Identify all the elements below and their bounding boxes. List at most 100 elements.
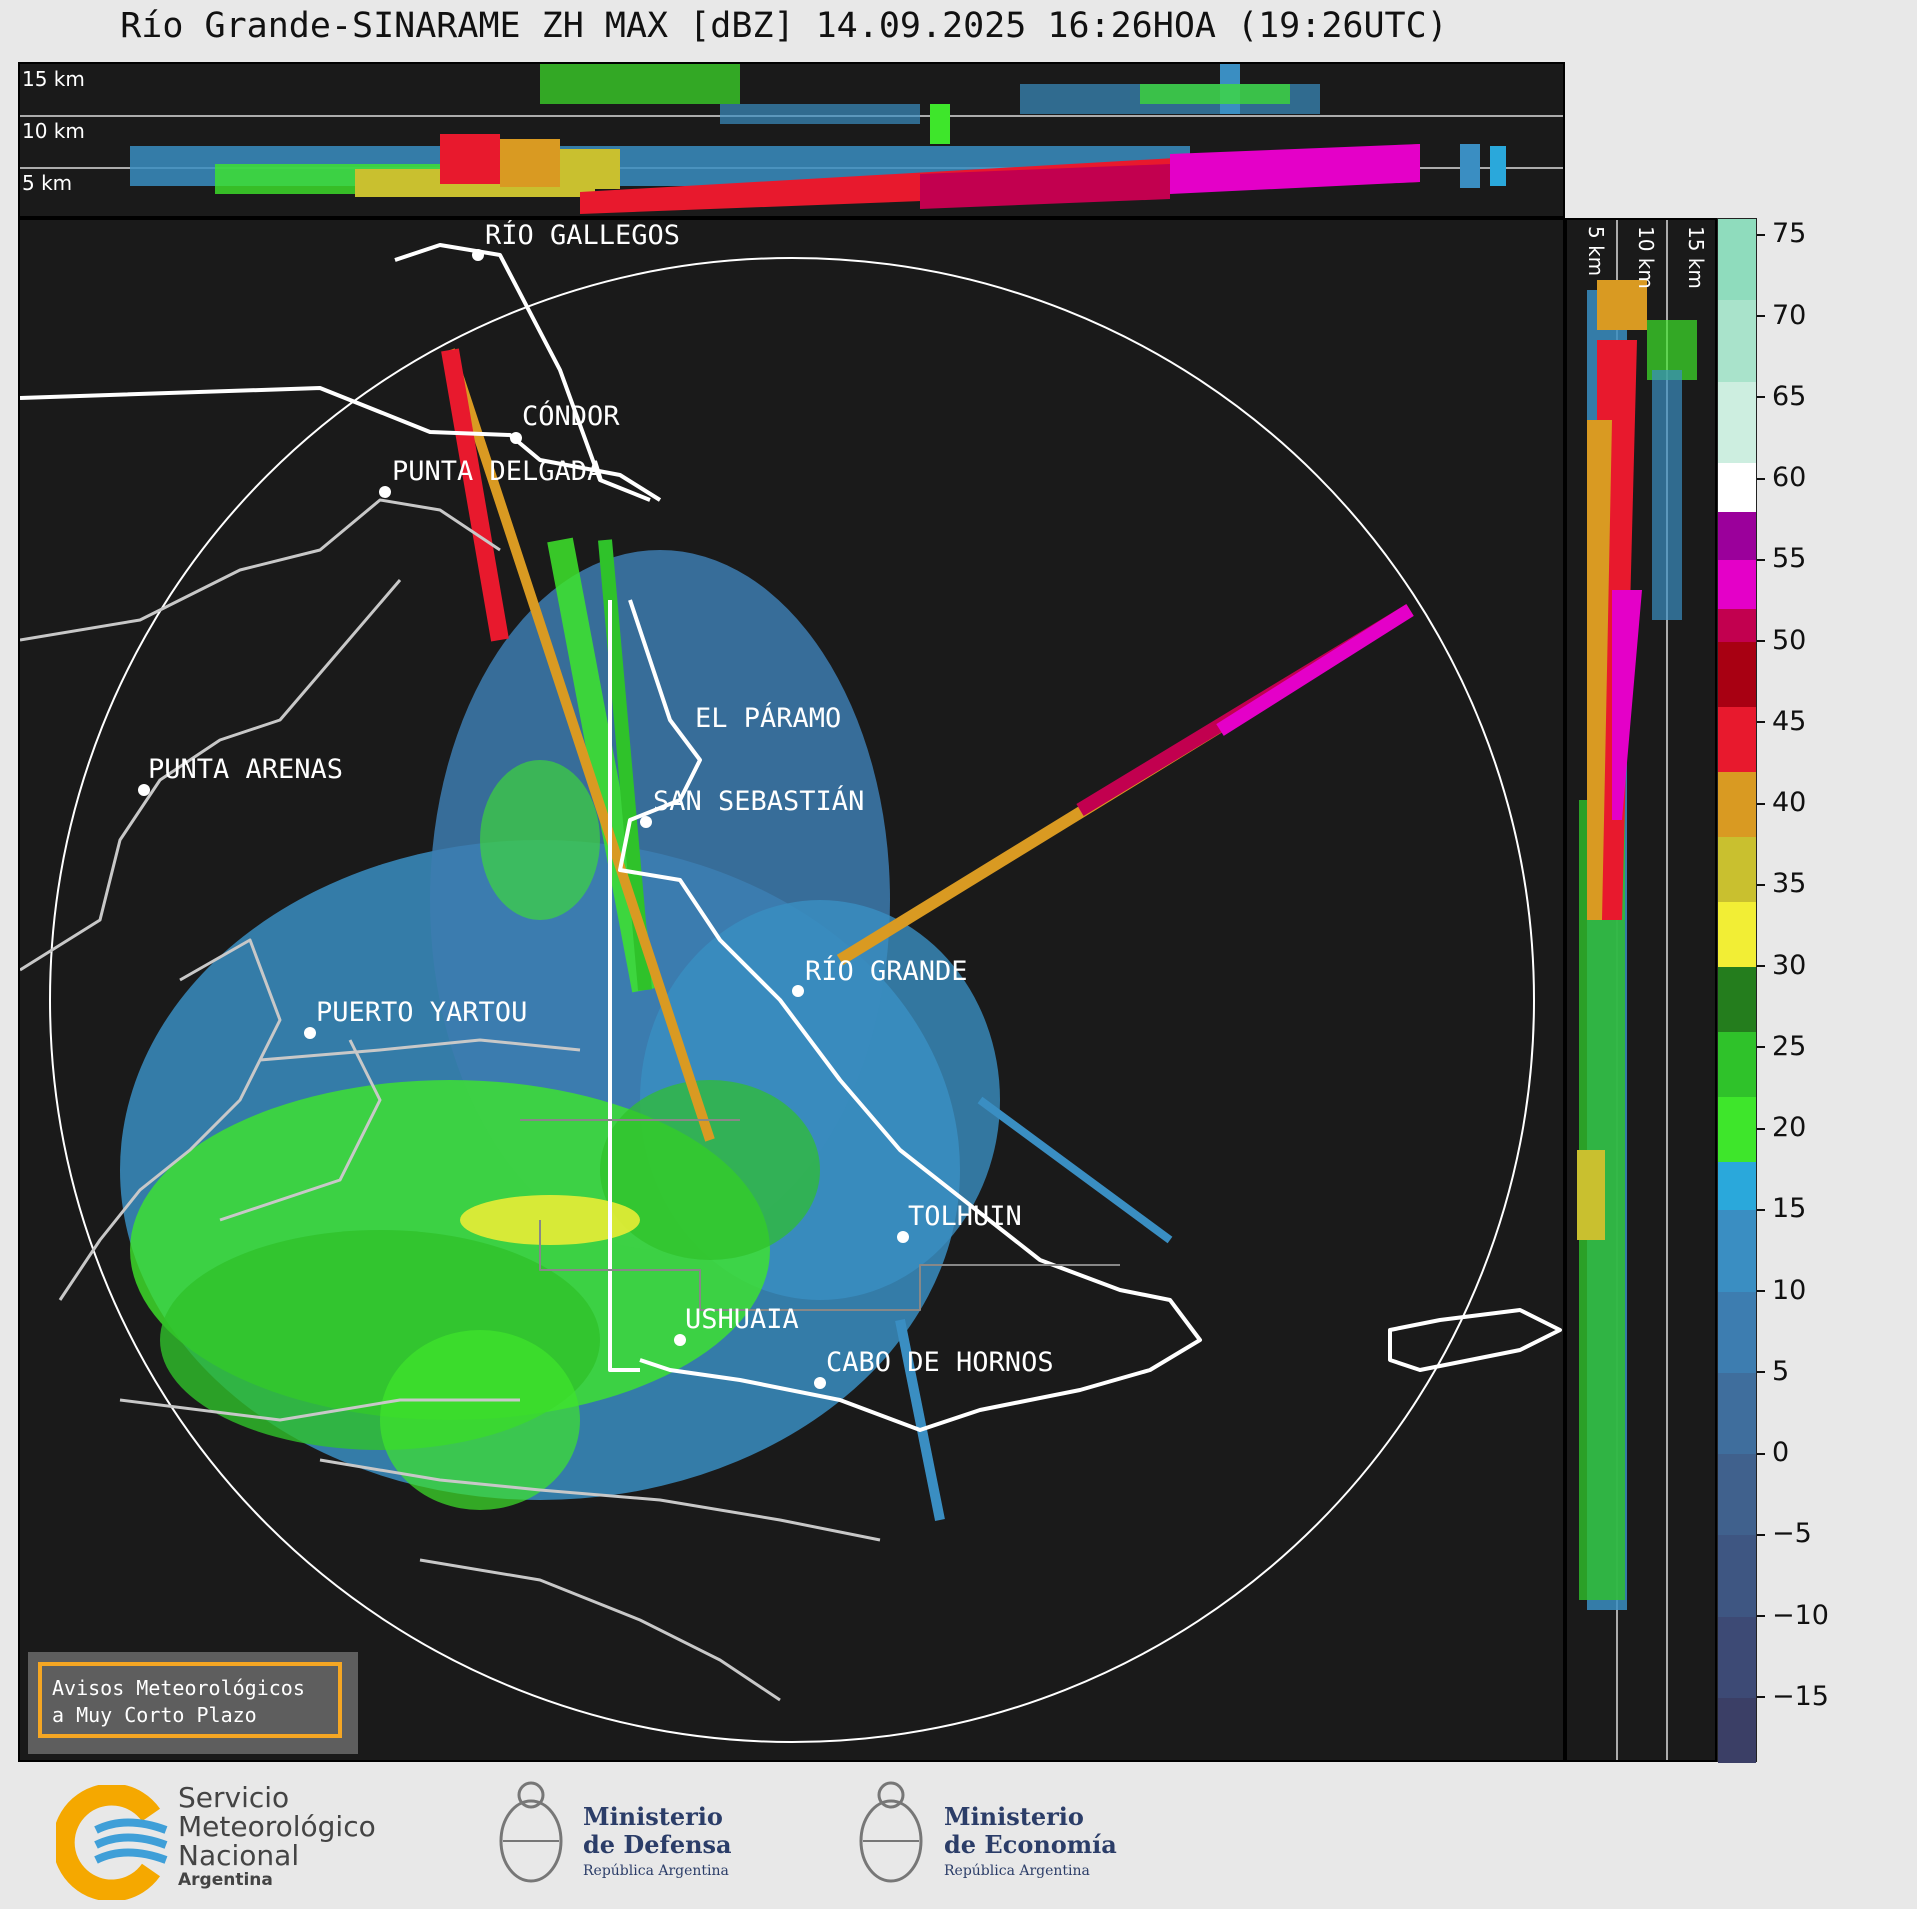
colorbar-band	[1718, 1291, 1756, 1373]
colorbar-tick: 55	[1756, 543, 1807, 575]
colorbar-band	[1718, 609, 1756, 642]
colorbar-band	[1718, 771, 1756, 837]
colorbar-band	[1718, 1372, 1756, 1455]
colorbar-tick-label: −10	[1772, 1599, 1829, 1631]
colorbar-tick: 70	[1756, 299, 1807, 331]
economia-logo-text: Ministerio de Economía	[944, 1802, 1117, 1859]
height-label-10km: 10 km	[22, 119, 85, 143]
colorbar-tick: 10	[1756, 1274, 1807, 1306]
smn-logo-icon	[56, 1785, 168, 1900]
colorbar-tick: 15	[1756, 1193, 1807, 1225]
colorbar-band	[1718, 381, 1756, 463]
colorbar-band	[1718, 1535, 1756, 1617]
colorbar-tick-label: 45	[1772, 705, 1807, 737]
radar-map: RÍO GALLEGOS CÓNDOR PUNTA DELGADA EL PÁR…	[18, 218, 1565, 1762]
warning-badge: Avisos Meteorológicos a Muy Corto Plazo	[28, 1652, 358, 1754]
colorbar-band	[1718, 1454, 1756, 1536]
colorbar-band	[1718, 462, 1756, 512]
colorbar-tick: 25	[1756, 1030, 1807, 1062]
colorbar-band	[1718, 1616, 1756, 1698]
label-punta-arenas: PUNTA ARENAS	[148, 754, 343, 785]
side-label-10km: 10 km	[1634, 226, 1658, 289]
height-label-5km: 5 km	[22, 171, 72, 195]
colorbar-tick-label: −5	[1772, 1518, 1812, 1550]
colorbar-tick-label: 70	[1772, 299, 1807, 331]
side-echo-band	[1577, 280, 1697, 1610]
colorbar-tick: −15	[1757, 1680, 1829, 1712]
place-markers	[138, 249, 909, 1389]
colorbar-tick-label: 20	[1772, 1112, 1807, 1144]
side-label-15km: 15 km	[1684, 226, 1708, 289]
label-el-paramo: EL PÁRAMO	[695, 702, 841, 734]
colorbar-tick-label: 35	[1772, 868, 1807, 900]
colorbar-band	[1718, 511, 1756, 561]
label-punta-delgada: PUNTA DELGADA	[392, 456, 603, 487]
top-cross-section: 15 km 10 km 5 km	[18, 62, 1565, 218]
height-label-15km: 15 km	[22, 67, 85, 91]
colorbar-tick-label: 5	[1772, 1355, 1790, 1387]
colorbar-tick-label: 50	[1772, 624, 1807, 656]
colorbar-band	[1718, 1210, 1756, 1292]
range-ring	[49, 257, 1535, 1743]
colorbar-tick: 40	[1756, 787, 1807, 819]
colorbar-tick: 45	[1756, 705, 1807, 737]
label-rio-grande: RÍO GRANDE	[805, 955, 968, 987]
chart-title: Río Grande-SINARAME ZH MAX [dBZ] 14.09.2…	[120, 6, 1448, 46]
label-tolhuin: TOLHUIN	[908, 1201, 1022, 1232]
colorbar-band	[1718, 1697, 1756, 1763]
colorbar-band	[1718, 641, 1756, 707]
colorbar-tick-label: 40	[1772, 787, 1807, 819]
colorbar-tick-label: 60	[1772, 462, 1807, 494]
colorbar-band	[1718, 836, 1756, 902]
colorbar-tick: 60	[1756, 462, 1807, 494]
footer-logos: Servicio Meteorológico Nacional Argentin…	[0, 1775, 1917, 1900]
colorbar-tick-label: 65	[1772, 380, 1807, 412]
defensa-sub: República Argentina	[583, 1863, 729, 1879]
top-echo-band	[130, 64, 1506, 214]
label-ushuaia: USHUAIA	[685, 1304, 799, 1335]
colorbar-tick-label: 30	[1772, 949, 1807, 981]
colorbar-tick-label: −15	[1772, 1680, 1829, 1712]
colorbar-tick: 30	[1756, 949, 1807, 981]
colorbar-band	[1718, 300, 1756, 382]
colorbar-tick: 50	[1756, 624, 1807, 656]
colorbar-band	[1718, 1096, 1756, 1162]
colorbar-band	[1718, 1161, 1756, 1211]
colorbar-tick-label: 25	[1772, 1030, 1807, 1062]
colorbar-tick-label: 15	[1772, 1193, 1807, 1225]
side-label-5km: 5 km	[1584, 226, 1608, 276]
colorbar-tick: 35	[1756, 868, 1807, 900]
colorbar-band	[1718, 1031, 1756, 1097]
colorbar-band	[1718, 901, 1756, 967]
label-condor: CÓNDOR	[522, 400, 620, 432]
coat-of-arms-icon	[859, 1781, 923, 1883]
label-cabo-de-hornos: CABO DE HORNOS	[826, 1347, 1054, 1378]
side-cross-section: 5 km 10 km 15 km	[1565, 218, 1717, 1762]
label-puerto-yartou: PUERTO YARTOU	[316, 997, 527, 1028]
colorbar-tick: 20	[1756, 1112, 1807, 1144]
colorbar-tick: 75	[1756, 218, 1807, 250]
dbz-colorbar	[1717, 218, 1757, 1763]
colorbar-band	[1718, 966, 1756, 1032]
label-san-sebastian: SAN SEBASTIÁN	[653, 785, 864, 817]
colorbar-tick: 0	[1756, 1437, 1790, 1469]
colorbar-band	[1718, 560, 1756, 610]
colorbar-tick: 5	[1756, 1355, 1790, 1387]
colorbar-tick-label: 10	[1772, 1274, 1807, 1306]
colorbar-tick-label: 0	[1772, 1437, 1790, 1469]
colorbar-band	[1718, 219, 1756, 301]
colorbar-band	[1718, 706, 1756, 772]
warning-line-1: Avisos Meteorológicos	[52, 1676, 305, 1700]
smn-logo-text: Servicio Meteorológico Nacional Argentin…	[178, 1781, 376, 1890]
colorbar-tick: −10	[1757, 1599, 1829, 1631]
coastlines	[20, 243, 1562, 1702]
economia-sub: República Argentina	[944, 1863, 1090, 1879]
colorbar-tick-label: 55	[1772, 543, 1807, 575]
colorbar-tick: 65	[1756, 380, 1807, 412]
warning-line-2: a Muy Corto Plazo	[52, 1703, 257, 1727]
radar-rays	[441, 348, 1414, 1521]
coat-of-arms-icon	[499, 1781, 563, 1883]
label-rio-gallegos: RÍO GALLEGOS	[485, 220, 680, 251]
colorbar-tick-label: 75	[1772, 218, 1807, 250]
colorbar-tick: −5	[1757, 1518, 1812, 1550]
